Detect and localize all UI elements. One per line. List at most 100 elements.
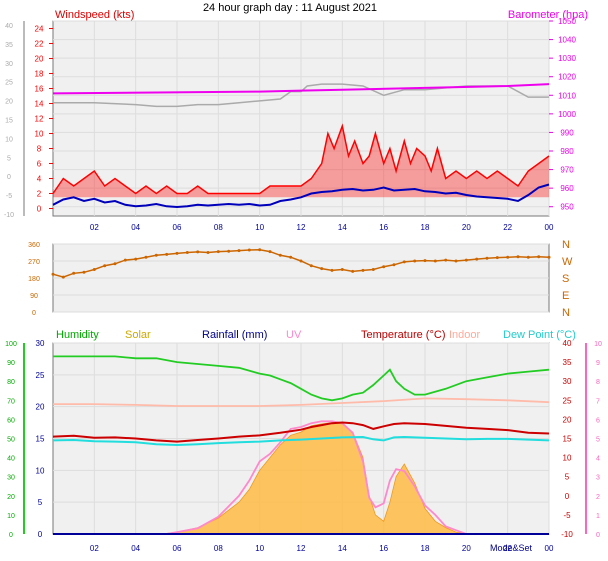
wind-direction-point [206,251,210,254]
wind-outer-tick-label: 40 [5,23,13,30]
temp-tick-label: 15 [563,435,572,444]
uv-tick-label: 1 [596,513,600,520]
wind-direction-point [433,259,437,263]
wind-x-tick-label: 22 [503,223,512,232]
wind-kts-tick-label: 0 [37,205,42,214]
temp-tick-label: -10 [561,530,573,539]
wind-x-tick-label: 16 [379,223,388,232]
wind-outer-tick-label: 30 [5,61,13,68]
wind-direction-point [309,264,313,268]
baro-tick-label: 1000 [558,110,576,119]
wind-x-tick-label: 14 [338,223,347,232]
windspeed-line [52,123,550,195]
wind-outer-tick-label: 5 [7,155,11,162]
rain-tick-label: 20 [36,403,45,412]
uv-tick-label: 3 [596,475,600,482]
wind-kts-tick-label: 8 [37,145,42,154]
temp-x-tick-label: 20 [462,544,471,553]
temp-x-tick-label: 00 [545,544,554,553]
temp-tick-label: 40 [563,339,572,348]
wind-kts-tick-label: 16 [35,85,44,94]
wind-direction-point [361,268,365,272]
baro-tick-label: 1010 [558,91,576,100]
temp-tick-label: -5 [563,511,571,520]
wind-direction-point [237,249,241,253]
wind-direction-point [289,255,293,259]
humidity-line [53,355,550,402]
dir-tick-label: 270 [28,259,40,266]
humidity-tick-label: 10 [7,513,15,520]
baro-tick-label: 1050 [558,17,576,26]
wind-direction-point [103,264,107,268]
wind-direction-point [144,255,148,259]
wind-direction-point [247,248,251,252]
uv-tick-label: 10 [594,341,602,348]
wind-direction-point [258,248,262,252]
wind-kts-tick-label: 12 [35,115,44,124]
wind-direction-point [61,275,65,279]
wind-x-tick-label: 04 [131,223,140,232]
temp-tick-label: 30 [563,377,572,386]
dewpoint-legend: Dew Point (°C) [503,329,576,341]
baro-axis-label: Barometer (hpa) [508,9,588,21]
uv-tick-label: 0 [596,532,600,539]
uv-tick-label: 6 [596,417,600,424]
mode-set-note: Mode&Set [490,543,533,553]
baro-tick-label: 960 [560,184,574,193]
baro-tick-label: 970 [560,166,574,175]
wind-gust-fill [53,126,549,198]
wind-direction-point [526,255,530,259]
wind-direction-point [185,251,189,254]
wind-direction-point [413,259,417,263]
temp-x-tick-label: 10 [255,544,264,553]
baro-tick-label: 1040 [558,36,576,45]
temp-x-tick-label: 06 [173,544,182,553]
wind-direction-point [299,259,303,263]
humidity-tick-label: 80 [7,379,15,386]
wind-direction-point [320,267,324,271]
wind-direction-point [330,268,334,272]
wind-direction-point [268,250,272,254]
compass-label: W [562,256,573,268]
wind-x-tick-label: 18 [421,223,430,232]
rain-tick-label: 25 [36,371,45,380]
wind-outer-tick-label: 0 [7,174,11,181]
temp-x-tick-label: 22 [503,544,512,553]
baro-tick-label: 990 [560,128,574,137]
humidity-tick-label: 30 [7,475,15,482]
uv-tick-label: 7 [596,398,600,405]
wind-direction-point [82,270,86,274]
indoor-legend: Indoor [449,329,481,341]
wind-direction-point [351,269,355,273]
wind-direction-point [495,256,499,260]
wind-kts-tick-label: 22 [35,40,44,49]
wind-x-tick-label: 00 [545,223,554,232]
wind-kts-tick-label: 10 [35,130,44,139]
wind-direction-point [92,268,96,271]
rain-tick-label: 5 [38,498,43,507]
temp-tick-label: 35 [563,358,572,367]
wind-kts-tick-label: 2 [37,190,42,199]
compass-label: S [562,273,569,285]
wind-outer-tick-label: 20 [5,99,13,106]
temp-tick-label: 20 [563,415,572,424]
temp-x-tick-label: 14 [338,544,347,553]
wind-direction-point [402,260,406,264]
wind-direction-point [464,258,468,262]
humidity-tick-label: 0 [9,532,13,539]
wind-direction-point [506,255,510,259]
wind-direction-point [134,257,138,261]
temp-tick-label: 5 [565,473,570,482]
temperature-legend: Temperature (°C) [361,329,445,341]
uv-tick-label: 9 [596,360,600,367]
wind-direction-point [175,251,179,255]
baro-line [52,83,550,95]
humidity-legend: Humidity [56,329,99,341]
dir-tick-label: 0 [32,310,36,317]
temp-tick-label: 25 [563,396,572,405]
avg-wind-line [52,183,550,209]
wind-kts-tick-label: 6 [37,160,42,169]
baro-tick-label: 980 [560,147,574,156]
wind-outer-tick-label: 35 [5,42,13,49]
